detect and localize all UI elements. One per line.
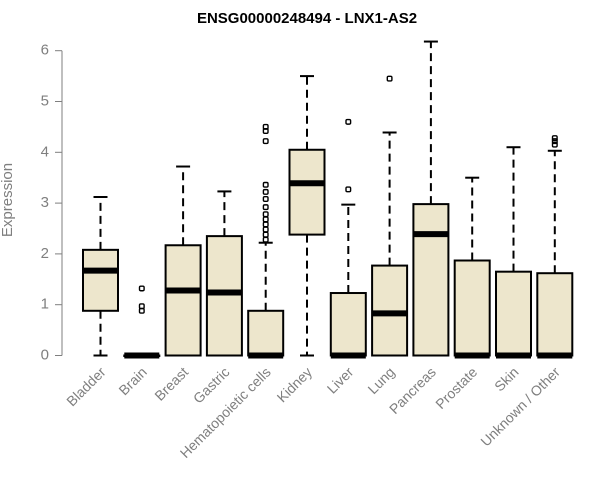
box-brain — [123, 285, 161, 359]
outlier-point — [345, 186, 352, 193]
box-iqr — [453, 259, 491, 357]
x-tick-label: Bladder — [63, 364, 109, 410]
outlier-point — [262, 138, 269, 145]
box-iqr — [247, 309, 285, 357]
box-lung — [371, 75, 409, 357]
x-tick-label: Skin — [491, 364, 522, 395]
x-tick-label: Lung — [364, 364, 397, 397]
y-tick-label: 6 — [41, 42, 49, 59]
boxes-group — [82, 40, 574, 359]
chart-title: ENSG00000248494 - LNX1-AS2 — [197, 10, 417, 27]
outlier-point — [262, 211, 269, 218]
box-bladder — [82, 196, 119, 357]
outlier-point — [551, 141, 558, 148]
outlier-point — [262, 196, 269, 203]
outlier-point — [262, 221, 269, 228]
outlier-point — [262, 216, 269, 223]
y-axis-label: Expression — [0, 163, 16, 237]
x-tick-label: Breast — [151, 364, 191, 404]
outlier-point — [386, 75, 393, 82]
outlier-point — [262, 231, 269, 238]
box-iqr — [205, 235, 243, 357]
box-iqr — [288, 148, 326, 236]
outlier-point — [262, 188, 269, 195]
outlier-point — [138, 303, 145, 310]
y-tick-label: 5 — [41, 92, 49, 109]
outlier-point — [345, 118, 352, 125]
y-tick-label: 4 — [41, 143, 49, 160]
x-tick-label: Kidney — [274, 364, 316, 406]
box-iqr — [329, 292, 367, 357]
outlier-point — [262, 181, 269, 188]
outlier-point — [262, 226, 269, 233]
box-unknown-other — [536, 135, 574, 359]
y-tick-label: 3 — [41, 194, 49, 211]
box-iqr — [536, 272, 574, 357]
box-iqr — [412, 203, 450, 357]
outlier-point — [262, 236, 269, 243]
x-tick-label: Brain — [115, 364, 149, 398]
box-prostate — [453, 176, 491, 359]
box-iqr — [495, 270, 532, 357]
outlier-point — [138, 285, 145, 292]
outlier-point — [262, 123, 269, 130]
outlier-point — [262, 204, 269, 211]
box-kidney — [288, 75, 326, 357]
box-hematopoietic-cells — [247, 123, 285, 359]
outlier-point — [551, 135, 558, 142]
box-iqr — [164, 244, 202, 357]
y-tick-label: 1 — [41, 296, 49, 313]
box-pancreas — [412, 40, 450, 357]
box-gastric — [205, 190, 243, 357]
box-skin — [495, 146, 532, 359]
x-tick-label: Liver — [324, 364, 357, 397]
x-tick-label: Prostate — [432, 364, 480, 412]
box-breast — [164, 165, 202, 357]
box-liver — [329, 118, 367, 359]
y-tick-label: 2 — [41, 245, 49, 262]
outlier-point — [551, 138, 558, 145]
box-iqr — [82, 248, 119, 312]
y-tick-label: 0 — [41, 346, 49, 363]
y-axis: 0 1 2 3 4 5 6 — [41, 42, 63, 363]
